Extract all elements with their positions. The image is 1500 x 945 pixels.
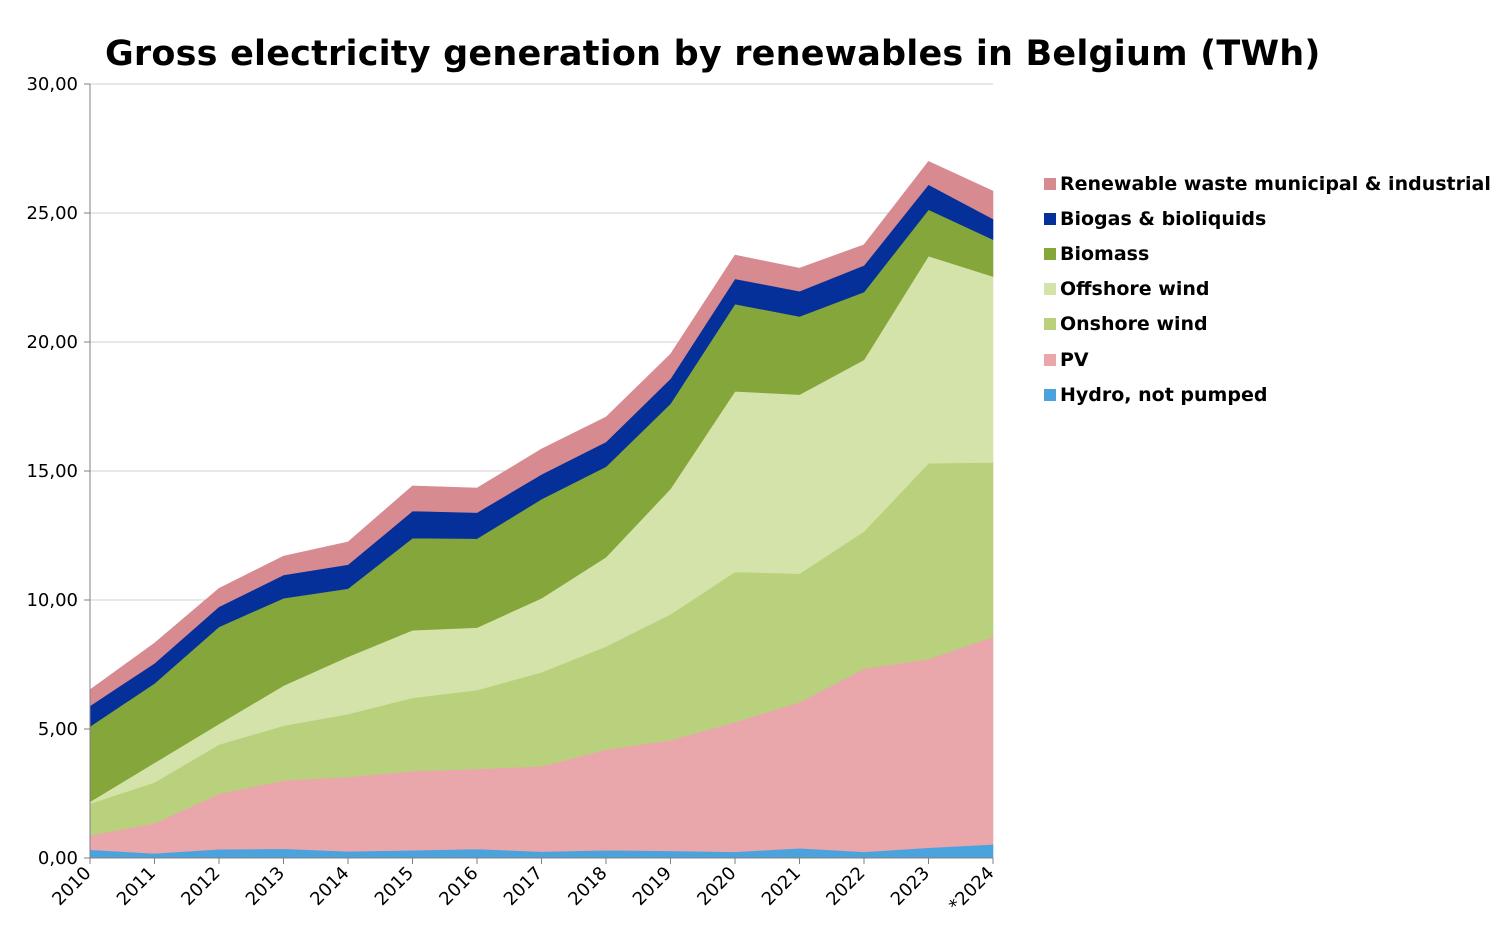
legend-swatch bbox=[1044, 388, 1056, 401]
y-tick-label: 30,00 bbox=[26, 74, 78, 95]
x-tick-label: 2016 bbox=[435, 863, 482, 910]
legend-label: PV bbox=[1060, 348, 1089, 371]
legend-label: Biomass bbox=[1060, 242, 1150, 265]
x-tick-label: 2012 bbox=[177, 863, 224, 910]
y-tick-label: 10,00 bbox=[26, 590, 78, 611]
legend-label: Biogas & bioliquids bbox=[1060, 207, 1267, 230]
x-tick-label: 2019 bbox=[629, 863, 676, 910]
x-tick-label: 2021 bbox=[758, 863, 805, 910]
legend-swatch bbox=[1044, 247, 1056, 260]
axes bbox=[84, 83, 994, 864]
legend-item: Renewable waste municipal & industrial bbox=[1044, 166, 1491, 201]
legend-item: PV bbox=[1044, 342, 1491, 377]
legend-item: Biomass bbox=[1044, 236, 1491, 271]
x-tick-label: 2017 bbox=[500, 863, 547, 910]
y-tick-label: 25,00 bbox=[26, 203, 78, 224]
legend-label: Hydro, not pumped bbox=[1060, 383, 1268, 406]
legend-swatch bbox=[1044, 353, 1056, 366]
legend-item: Biogas & bioliquids bbox=[1044, 201, 1491, 236]
x-tick-label: 2011 bbox=[113, 863, 160, 910]
legend-swatch bbox=[1044, 318, 1056, 331]
x-tick-label: 2015 bbox=[371, 863, 418, 910]
legend-item: Offshore wind bbox=[1044, 272, 1491, 307]
y-tick-label: 5,00 bbox=[38, 719, 78, 740]
y-tick-label: 15,00 bbox=[26, 461, 78, 482]
legend-swatch bbox=[1044, 283, 1056, 296]
legend: Renewable waste municipal & industrial Bi… bbox=[1044, 166, 1491, 412]
legend-item: Onshore wind bbox=[1044, 307, 1491, 342]
legend-item: Hydro, not pumped bbox=[1044, 377, 1491, 412]
area-series-6 bbox=[89, 161, 994, 707]
y-tick-label: 0,00 bbox=[38, 848, 78, 869]
x-tick-label: 2014 bbox=[306, 863, 353, 910]
y-axis-tick-labels: 0,00 5,00 10,00 15,00 20,00 25,00 30,00 bbox=[26, 74, 78, 869]
legend-swatch bbox=[1044, 212, 1056, 225]
x-tick-label: 2013 bbox=[242, 863, 289, 910]
legend-label: Onshore wind bbox=[1060, 313, 1208, 336]
chart-title: Gross electricity generation by renewabl… bbox=[105, 34, 1321, 74]
x-axis-tick-labels: 2010 2011 2012 2013 2014 2015 2016 2017 2018 2019… bbox=[48, 863, 998, 917]
x-tick-label: 2023 bbox=[887, 863, 934, 910]
x-tick-label: 2022 bbox=[822, 863, 869, 910]
x-tick-label: 2018 bbox=[564, 863, 611, 910]
x-tick-label: 2010 bbox=[48, 863, 95, 910]
legend-label: Renewable waste municipal & industrial bbox=[1060, 172, 1491, 195]
legend-swatch bbox=[1044, 177, 1056, 190]
x-tick-label: *2024 bbox=[945, 863, 999, 917]
area-series-group bbox=[89, 161, 994, 859]
legend-label: Offshore wind bbox=[1060, 278, 1210, 301]
x-tick-label: 2020 bbox=[693, 863, 740, 910]
y-tick-label: 20,00 bbox=[26, 332, 78, 353]
